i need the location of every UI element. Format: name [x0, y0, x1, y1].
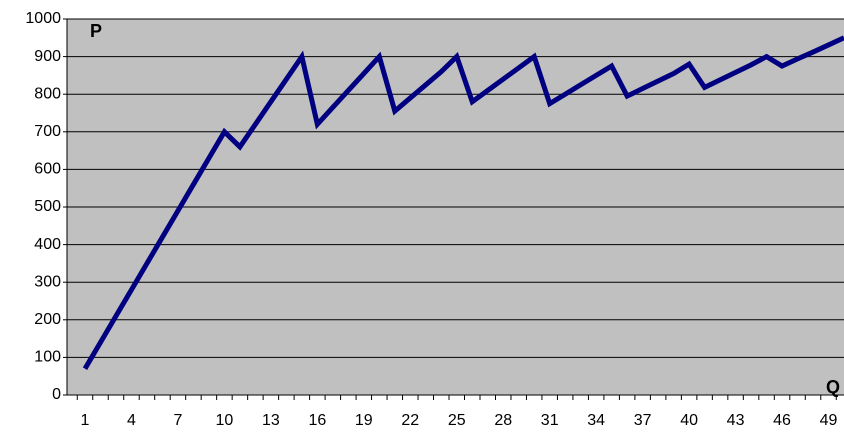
y-tick-label: 100	[34, 349, 61, 366]
y-tick-label: 800	[34, 85, 61, 102]
x-tick-label: 22	[401, 412, 419, 429]
x-tick-label: 1	[81, 412, 90, 429]
x-tick-label: 25	[448, 412, 466, 429]
x-tick-label: 10	[216, 412, 234, 429]
x-tick-label: 7	[173, 412, 182, 429]
x-tick-label: 16	[308, 412, 326, 429]
y-tick-label: 300	[34, 273, 61, 290]
y-tick-label: 700	[34, 123, 61, 140]
y-tick-label: 1000	[25, 10, 61, 27]
x-axis-label: Q	[826, 377, 840, 397]
x-tick-label: 4	[127, 412, 136, 429]
x-tick-label: 13	[262, 412, 280, 429]
x-tick-label: 37	[634, 412, 652, 429]
data-line	[82, 35, 844, 370]
y-axis-label: P	[90, 21, 102, 41]
y-tick-label: 500	[34, 198, 61, 215]
x-tick-label: 28	[494, 412, 512, 429]
y-tick-label: 900	[34, 48, 61, 65]
x-tick-label: 31	[541, 412, 559, 429]
y-tick-label: 600	[34, 161, 61, 178]
x-tick-label: 19	[355, 412, 373, 429]
y-tick-label: 400	[34, 236, 61, 253]
x-tick-label: 46	[773, 412, 791, 429]
x-tick-label: 49	[820, 412, 838, 429]
x-tick-label: 40	[680, 412, 698, 429]
y-tick-label: 200	[34, 311, 61, 328]
y-tick-label: 0	[52, 386, 61, 403]
x-tick-label: 43	[727, 412, 745, 429]
x-tick-label: 34	[587, 412, 605, 429]
